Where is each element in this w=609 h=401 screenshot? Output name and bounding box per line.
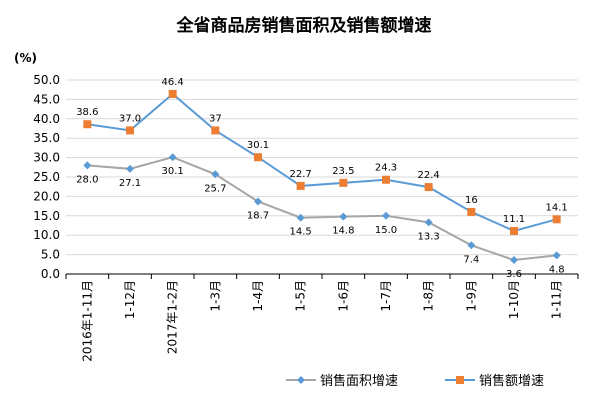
data-label: 22.7 <box>290 169 312 180</box>
data-labels: 28.0 27.1 30.1 25.7 18.7 14.5 14.8 15.0 13.3 7.4 3… <box>76 77 568 280</box>
series-group <box>83 89 561 265</box>
data-point <box>510 226 518 235</box>
data-point <box>552 251 561 260</box>
data-label: 24.3 <box>375 163 397 174</box>
data-point <box>382 211 390 220</box>
data-label: 4.8 <box>549 264 565 275</box>
y-tick-label: 10.0 <box>33 228 60 242</box>
data-point <box>83 161 92 170</box>
legend-label-sales: 销售额增速 <box>479 373 544 389</box>
data-point <box>211 170 220 179</box>
x-tick-label: 2017年1-2月 <box>166 280 180 354</box>
x-tick-label: 1-5月 <box>294 280 308 312</box>
data-point <box>382 175 390 184</box>
x-tick-label: 1-7月 <box>379 280 393 312</box>
data-label: 16 <box>465 195 478 206</box>
data-label: 3.6 <box>506 269 522 280</box>
data-label: 46.4 <box>162 77 184 88</box>
y-tick-label: 5.0 <box>41 248 60 262</box>
chart-title: 全省商品房销售面积及销售额增速 <box>176 15 432 36</box>
data-point <box>510 256 518 265</box>
data-label: 11.1 <box>503 214 525 225</box>
y-tick-label: 25.0 <box>33 170 60 184</box>
data-label: 37.0 <box>119 113 141 124</box>
data-point <box>467 241 476 250</box>
data-label: 14.8 <box>332 226 354 237</box>
x-tick-label: 1-12月 <box>123 280 137 319</box>
data-point <box>296 213 305 222</box>
data-label: 30.1 <box>162 166 184 177</box>
legend-marker-area <box>297 376 305 384</box>
data-label: 30.1 <box>247 140 269 151</box>
data-point <box>211 126 220 135</box>
data-point <box>126 164 134 173</box>
y-unit-label: (%) <box>14 51 37 65</box>
data-label: 25.7 <box>204 183 226 194</box>
data-point <box>339 212 348 221</box>
legend-marker-sales <box>456 376 464 384</box>
data-point <box>424 183 433 192</box>
x-tick-label: 1-4月 <box>251 280 265 312</box>
data-label: 15.0 <box>375 225 397 236</box>
data-point <box>296 181 305 190</box>
data-label: 22.4 <box>418 170 440 181</box>
data-label: 14.1 <box>546 202 568 213</box>
data-label: 28.0 <box>76 174 98 185</box>
data-point <box>168 89 177 98</box>
legend: 销售面积增速 销售额增速 <box>286 373 544 389</box>
data-point <box>339 178 348 187</box>
data-label: 7.4 <box>463 254 479 265</box>
data-label: 38.6 <box>76 107 98 118</box>
y-tick-label: 15.0 <box>33 209 60 223</box>
x-tick-label: 1-6月 <box>336 280 350 312</box>
y-tick-label: 45.0 <box>33 92 60 106</box>
data-point <box>126 126 134 135</box>
x-tick-label: 1-3月 <box>208 280 222 312</box>
y-tick-label: 0.0 <box>41 267 60 281</box>
data-point <box>467 207 476 216</box>
series-line <box>87 156 557 262</box>
y-tick-label: 20.0 <box>33 189 60 203</box>
data-label: 37 <box>209 113 222 124</box>
legend-label-area: 销售面积增速 <box>320 373 398 389</box>
x-tick-label: 1-10月 <box>507 280 521 319</box>
data-label: 14.5 <box>290 227 312 238</box>
data-point <box>83 120 92 129</box>
x-axis: 2016年1-11月 1-12月 2017年1-2月 1-3月 1-4月 1-5月 1-6月… <box>65 273 579 362</box>
x-tick-label: 2016年1-11月 <box>80 280 94 362</box>
data-point <box>254 197 262 206</box>
series-line <box>87 92 557 232</box>
data-label: 13.3 <box>418 231 440 242</box>
y-tick-label: 35.0 <box>33 131 60 145</box>
data-label: 23.5 <box>332 166 354 177</box>
y-tick-label: 40.0 <box>33 112 60 126</box>
data-label: 27.1 <box>119 178 141 189</box>
data-label: 18.7 <box>247 210 269 221</box>
data-point <box>552 215 561 224</box>
data-point <box>254 153 262 162</box>
y-tick-label: 30.0 <box>33 151 60 165</box>
y-tick-label: 50.0 <box>33 73 60 87</box>
y-axis-ticks: 0.0 5.0 10.0 15.0 20.0 25.0 30.0 35.0 40.0 45.0 50… <box>33 73 60 281</box>
gridlines <box>66 79 578 256</box>
x-tick-label: 1-11月 <box>550 280 564 319</box>
data-point <box>168 153 177 162</box>
x-tick-label: 1-8月 <box>422 280 436 312</box>
data-point <box>424 218 433 227</box>
x-tick-label: 1-9月 <box>464 280 478 312</box>
